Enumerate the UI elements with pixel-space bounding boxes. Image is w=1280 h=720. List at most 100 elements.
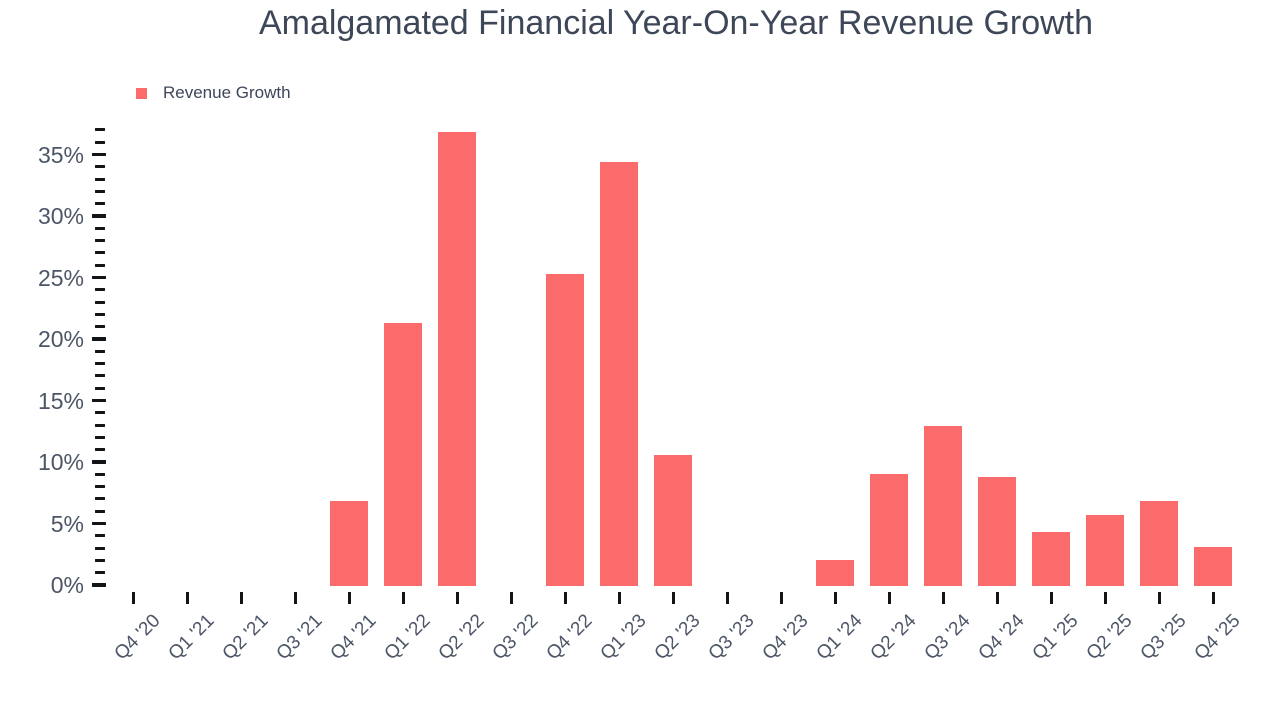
x-axis-tick-label: Q2 '21: [218, 610, 273, 665]
y-axis-minor-tick: [95, 448, 105, 452]
y-axis-tick-label: 20%: [37, 326, 84, 352]
x-axis-tick-label: Q4 '23: [758, 610, 813, 665]
x-axis-tick-label: Q1 '24: [812, 610, 867, 665]
y-axis-minor-tick: [95, 140, 105, 144]
y-axis-major-tick: [92, 152, 106, 157]
bar: [438, 132, 476, 586]
x-axis-tick: [347, 592, 351, 604]
y-axis-minor-tick: [95, 300, 105, 304]
x-axis-tick: [887, 592, 891, 604]
legend: Revenue Growth: [136, 83, 291, 103]
y-axis-tick-label: 15%: [37, 387, 84, 414]
chart-title: Amalgamated Financial Year-On-Year Reven…: [258, 4, 1094, 42]
x-axis-tick-label: Q4 '21: [326, 610, 381, 665]
y-axis-minor-tick: [95, 312, 105, 316]
x-axis-tick-label: Q3 '25: [1136, 610, 1191, 665]
x-axis-tick: [293, 592, 297, 604]
y-axis-tick-label: 0%: [50, 572, 84, 598]
y-axis-minor-tick: [95, 546, 105, 550]
y-axis-minor-tick: [95, 485, 105, 489]
y-axis-tick-label: 10%: [37, 449, 84, 475]
y-axis-tick-label: 30%: [37, 203, 84, 229]
x-axis-tick: [779, 592, 783, 604]
x-axis-tick-label: Q4 '20: [110, 610, 165, 665]
y-axis-minor-tick: [95, 202, 105, 206]
y-axis-minor-tick: [95, 177, 105, 181]
y-axis-major-tick: [92, 460, 106, 464]
x-axis-tick-label: Q1 '25: [1028, 610, 1083, 665]
x-axis-tick: [401, 592, 405, 604]
x-axis-tick: [509, 592, 513, 604]
y-axis-major-tick: [92, 398, 106, 403]
y-axis-tick-label: 5%: [50, 510, 84, 537]
x-axis-tick: [185, 592, 189, 604]
x-axis-tick-label: Q2 '23: [650, 610, 705, 665]
bar: [978, 476, 1016, 586]
y-axis-minor-tick: [95, 571, 105, 575]
x-axis-tick: [563, 592, 567, 604]
y-axis-minor-tick: [95, 374, 105, 378]
y-axis-minor-tick: [95, 226, 105, 230]
x-axis-tick: [833, 592, 837, 604]
bar: [1194, 546, 1232, 586]
x-axis-tick: [455, 592, 459, 604]
y-axis-minor-tick: [95, 423, 105, 427]
y-axis-minor-tick: [95, 251, 105, 255]
x-axis-tick: [995, 592, 999, 604]
y-axis-tick-label: 25%: [37, 264, 84, 291]
bar: [330, 501, 368, 586]
x-axis-tick: [1103, 592, 1107, 604]
x-axis-tick-label: Q1 '21: [164, 610, 219, 665]
x-axis-tick: [725, 592, 729, 604]
x-axis-tick-label: Q3 '24: [920, 610, 975, 665]
bar: [924, 426, 962, 586]
x-axis-tick-label: Q2 '25: [1082, 610, 1137, 665]
y-axis-major-tick: [92, 337, 106, 341]
y-axis-major-tick: [92, 521, 106, 526]
y-axis-minor-tick: [95, 189, 105, 193]
y-axis-minor-tick: [95, 263, 105, 267]
y-axis-minor-tick: [95, 325, 105, 329]
bar: [546, 273, 584, 586]
x-axis-tick-label: Q1 '22: [380, 610, 435, 665]
bar: [1086, 514, 1124, 586]
x-axis-tick: [1157, 592, 1161, 604]
x-axis-tick: [1211, 592, 1215, 604]
x-axis-tick: [131, 592, 135, 604]
bar: [1032, 532, 1070, 586]
y-axis-minor-tick: [95, 558, 105, 562]
x-axis-tick: [1049, 592, 1053, 604]
y-axis-minor-tick: [95, 509, 105, 513]
x-axis-tick: [617, 592, 621, 604]
x-axis-tick: [239, 592, 243, 604]
y-axis-major-tick: [92, 214, 106, 218]
y-axis-minor-tick: [95, 128, 105, 132]
bar: [600, 161, 638, 586]
x-axis-tick-label: Q1 '23: [596, 610, 651, 665]
legend-series-label: Revenue Growth: [163, 83, 291, 102]
y-axis-minor-tick: [95, 362, 105, 366]
y-axis-minor-tick: [95, 288, 105, 292]
y-axis-minor-tick: [95, 497, 105, 501]
x-axis-tick-label: Q4 '24: [974, 610, 1029, 665]
x-axis-tick-label: Q2 '24: [866, 610, 921, 665]
y-axis-minor-tick: [95, 435, 105, 439]
bar: [1140, 501, 1178, 586]
x-axis-tick-label: Q4 '25: [1190, 610, 1245, 665]
x-axis-tick-label: Q3 '23: [704, 610, 759, 665]
y-axis-minor-tick: [95, 165, 105, 169]
y-axis-minor-tick: [95, 386, 105, 390]
bar: [816, 560, 854, 586]
x-axis-tick-label: Q2 '22: [434, 610, 489, 665]
bar: [654, 454, 692, 586]
legend-series-marker-icon: [136, 88, 147, 99]
x-axis-tick-label: Q4 '22: [542, 610, 597, 665]
y-axis-major-tick: [92, 583, 106, 587]
y-axis-minor-tick: [95, 411, 105, 415]
y-axis-minor-tick: [95, 349, 105, 353]
x-axis-tick: [671, 592, 675, 604]
bar: [384, 323, 422, 586]
y-axis-minor-tick: [95, 472, 105, 476]
y-axis-tick-label: 35%: [37, 141, 84, 168]
